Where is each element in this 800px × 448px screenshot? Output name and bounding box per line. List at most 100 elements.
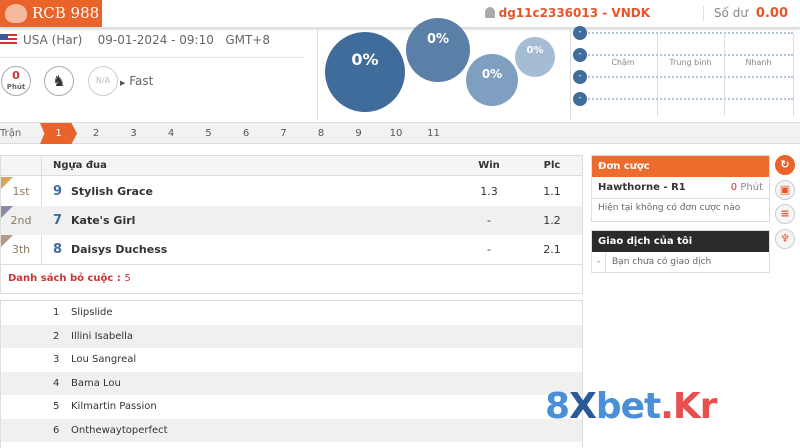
bubble-stat: 0% (515, 37, 555, 77)
list-item: 6 Onthewaytoperfect (1, 418, 582, 442)
race-datetime: 09-01-2024 - 09:10 (97, 33, 214, 47)
horse-number: 2 (53, 330, 60, 342)
horse-name: Kilmartin Passion (71, 401, 157, 412)
position: 1st (12, 185, 30, 198)
horse-number: 4 (53, 377, 60, 389)
my-transactions: Giao dịch của tôi - Bạn chưa có giao dịch (591, 230, 770, 273)
horse-name: Slipslide (71, 307, 113, 318)
place-odds: 1.2 (543, 214, 561, 227)
logo[interactable]: RCB 988 (0, 0, 102, 27)
bet-race-name: Hawthorne - R1 (598, 182, 686, 193)
horse-name: Daisys Duchess (71, 243, 168, 256)
tab-race-5[interactable]: 5 (205, 128, 212, 139)
username: dg11c2336013 - VNDK (498, 6, 650, 20)
horse-name: Stylish Grace (71, 185, 153, 198)
rank-corner (1, 177, 13, 189)
place-odds: 1.1 (543, 185, 561, 198)
horse-name: Illini Isabella (71, 330, 134, 342)
horse-number: 5 (53, 401, 60, 412)
horse-number: 1 (53, 307, 60, 318)
bet-minutes-unit: Phút (740, 182, 763, 193)
transactions-empty-row: - Bạn chưa có giao dịch (592, 252, 769, 272)
speed-marker: - (573, 26, 587, 40)
table-row: 1st 9 Stylish Grace 1.3 1.1 (1, 177, 582, 206)
user-icon (484, 7, 495, 18)
tab-race-9[interactable]: 9 (355, 128, 362, 139)
list-icon[interactable]: ≡ (775, 204, 795, 224)
horse-number: 9 (53, 184, 63, 199)
position: 2nd (10, 214, 32, 227)
horse-name: Lou Sangreal (71, 354, 137, 365)
horse-number: 8 (53, 242, 63, 257)
withdrawn-count: 5 (124, 273, 131, 284)
speed-marker: - (573, 48, 587, 62)
bet-slip-empty: Hiện tại không có đơn cược nào (598, 203, 741, 213)
win-odds: - (487, 214, 491, 227)
bet-slip: Đơn cược Hawthorne - R1 0 Phút Hiện tại k… (591, 155, 770, 222)
list-item: 1 Slipslide (1, 301, 582, 325)
speed-label-fast: Nhanh (745, 58, 772, 67)
transactions-empty: Bạn chưa có giao dịch (612, 257, 712, 267)
win-odds: - (487, 243, 491, 256)
list-item: 3 Lou Sangreal (1, 348, 582, 372)
speed-chart: - - - - Chậm Trung bình Nhanh (570, 26, 800, 120)
horse-number: 6 (53, 424, 60, 436)
list-item: 4 Bama Lou (1, 371, 582, 395)
tab-race-6[interactable]: 6 (242, 128, 250, 139)
results-table: Ngựa đua Win Plc 1st 9 Stylish Grace 1.3 1.1… (0, 155, 583, 294)
withdrawn-summary[interactable]: Danh sách bỏ cuộc : 5 (8, 273, 131, 284)
tab-race-3[interactable]: 3 (130, 128, 137, 139)
usa-flag-icon (0, 34, 17, 45)
bubble-stat: 0% (325, 32, 405, 112)
weather-value: N/A (95, 76, 111, 85)
transactions-title: Giao dịch của tôi (592, 231, 769, 252)
balance: Số dư 0.00 (702, 6, 788, 21)
horse-logo-icon (5, 4, 27, 23)
rank-corner (1, 235, 13, 247)
list-item: 5 Kilmartin Passion (1, 395, 582, 419)
bet-race: Hawthorne - R1 0 Phút (592, 177, 769, 199)
tab-race-11[interactable]: 11 (427, 128, 440, 139)
user-account[interactable]: dg11c2336013 - VNDK (484, 6, 650, 20)
withdrawn-label: Danh sách bỏ cuộc : (8, 273, 121, 284)
horse-name: Kate's Girl (71, 214, 136, 227)
horse-number: 3 (53, 354, 60, 365)
win-odds: 1.3 (480, 185, 498, 198)
table-row: 2nd 7 Kate's Girl - 1.2 (1, 206, 582, 235)
tab-race-10[interactable]: 10 (389, 128, 403, 139)
col-win: Win (478, 160, 500, 171)
withdrawn-list: 1 Slipslide 2 Illini Isabella 3 Lou Sangreal 4… (0, 300, 583, 448)
bet-slip-title: Đơn cược (592, 156, 769, 177)
tv-icon[interactable]: ▣ (775, 180, 795, 200)
bet-minutes: 0 (730, 182, 738, 193)
position: 3th (11, 243, 31, 256)
horse-name: Bama Lou (71, 377, 121, 389)
table-row: 3th 8 Daisys Duchess - 2.1 (1, 235, 582, 264)
tab-race-2[interactable]: 2 (92, 128, 100, 139)
speed-marker: - (573, 70, 587, 84)
tab-race-1[interactable]: 1 (40, 123, 77, 144)
weather-icon: N/A (88, 66, 118, 96)
place-odds: 2.1 (543, 243, 561, 256)
tab-race-4[interactable]: 4 (167, 128, 175, 139)
tab-race-8[interactable]: 8 (317, 128, 325, 139)
transactions-dash: - (592, 252, 606, 272)
balance-label: Số dư (713, 6, 748, 20)
horse-number: 7 (53, 213, 63, 228)
minutes-countdown: 0 Phút (1, 66, 31, 96)
country: USA (Har) (23, 33, 83, 47)
timezone: GMT+8 (225, 33, 270, 47)
race-location: USA (Har) 09-01-2024 - 09:10 GMT+8 (0, 33, 270, 47)
watermark-logo: 8Xbet.Kr (545, 386, 718, 427)
speed-label-medium: Trung bình (669, 58, 712, 67)
speed-marker: - (573, 92, 587, 106)
bubble-stat: 0% (466, 54, 518, 106)
rank-corner (1, 206, 13, 218)
logo-text: RCB 988 (32, 4, 100, 22)
tab-race-7[interactable]: 7 (280, 128, 287, 139)
race-info (0, 28, 318, 120)
refresh-icon[interactable]: ↻ (775, 155, 795, 175)
speed-label-slow: Chậm (611, 58, 635, 67)
minutes-unit: Phút (6, 83, 26, 91)
trophy-icon[interactable]: ♆ (775, 229, 795, 249)
